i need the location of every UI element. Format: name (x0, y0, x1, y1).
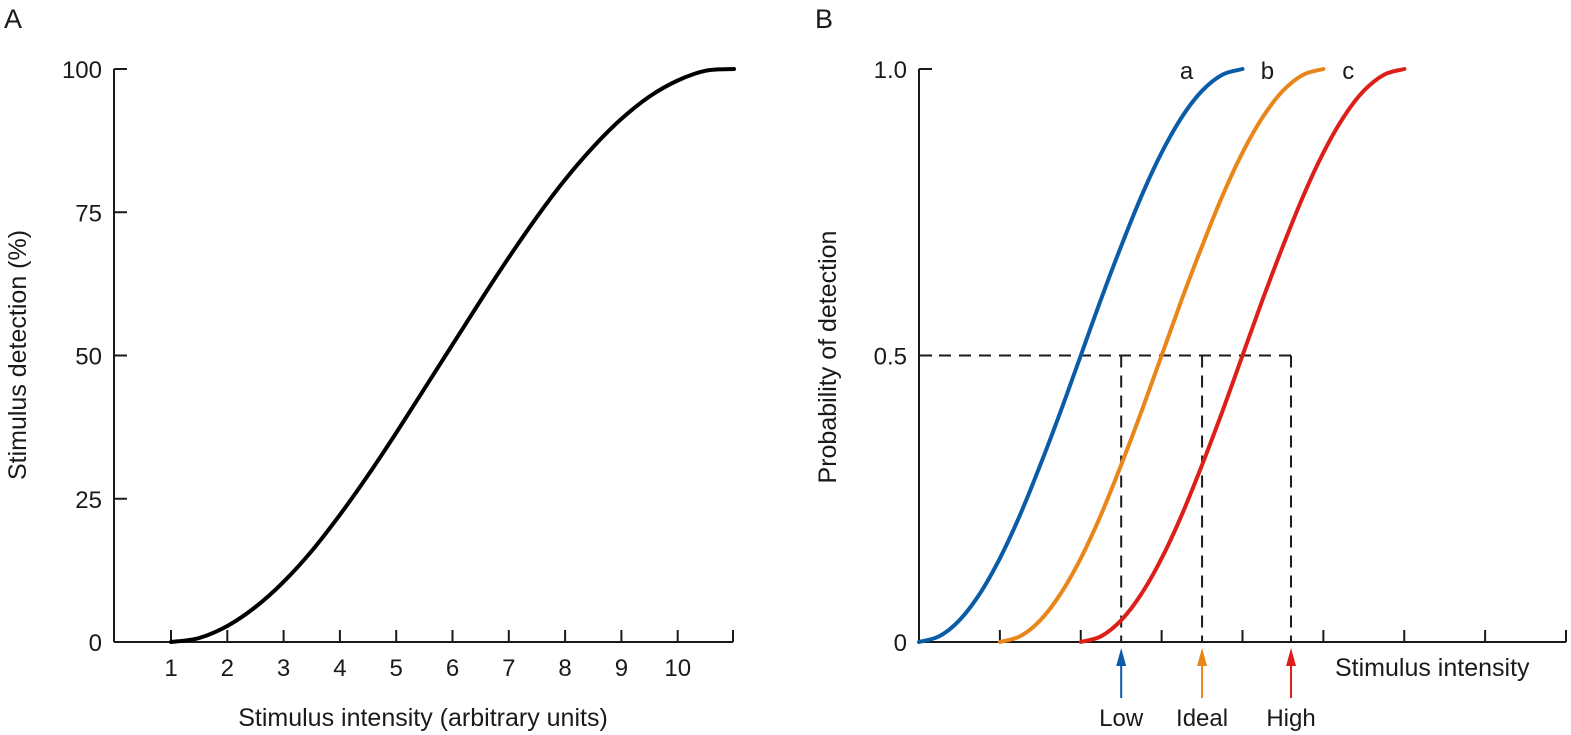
chart-a-y-tick-label: 0 (89, 630, 102, 657)
curve-label-c: c (1342, 58, 1354, 85)
arrow-head-icon (1197, 648, 1208, 666)
chart-a-x-tick-label: 5 (390, 655, 403, 682)
curve-label-a: a (1180, 58, 1194, 85)
chart-b-y-tick-label: 0 (894, 630, 907, 657)
chart-a-x-tick-label: 4 (333, 655, 346, 682)
chart-a-curve (169, 67, 736, 644)
curve-label-b: b (1261, 58, 1274, 85)
panel-a-label: A (4, 4, 22, 34)
chart-a-x-tick-label: 1 (164, 655, 177, 682)
chart-a-x-tick-label: 9 (615, 655, 628, 682)
chart-a-x-label: Stimulus intensity (arbitrary units) (238, 704, 608, 732)
chart-a-y-label: Stimulus detection (%) (4, 230, 32, 480)
chart-a-x-tick-label: 3 (277, 655, 290, 682)
threshold-label: Ideal (1176, 705, 1228, 732)
chart-b-y-tick-label: 0.5 (874, 344, 907, 371)
chart-b-y-label: Probability of detection (814, 231, 842, 484)
chart-a-x-tick-label: 6 (446, 655, 459, 682)
chart-a-y-tick-label: 75 (75, 200, 102, 227)
chart-a-y-tick-label: 25 (75, 487, 102, 514)
arrow-head-icon (1286, 648, 1297, 666)
panel-b-label: B (815, 4, 833, 34)
chart-a-x-tick-label: 7 (502, 655, 515, 682)
chart-b-y-tick-label: 1.0 (874, 57, 907, 84)
arrow-head-icon (1116, 648, 1127, 666)
chart-a: 0 25 50 75 100 1 2 3 4 5 6 7 8 9 10 Stimulus intensit… (4, 57, 736, 732)
chart-a-x-tick-label: 8 (558, 655, 571, 682)
chart-a-x-tick-label: 10 (664, 655, 691, 682)
chart-b-x-label: Stimulus intensity (1335, 654, 1530, 682)
chart-a-x-tick-label: 2 (221, 655, 234, 682)
curve-b (997, 67, 1326, 644)
chart-a-y-tick-label: 50 (75, 344, 102, 371)
threshold-label: High (1266, 705, 1315, 732)
curve-a (917, 67, 1245, 644)
curve-c (1078, 67, 1407, 644)
chart-b: 0 0.5 1.0 a b c Low Ideal High Stimulus intens… (814, 57, 1567, 732)
threshold-label: Low (1099, 705, 1144, 732)
chart-a-y-tick-label: 100 (62, 57, 102, 84)
